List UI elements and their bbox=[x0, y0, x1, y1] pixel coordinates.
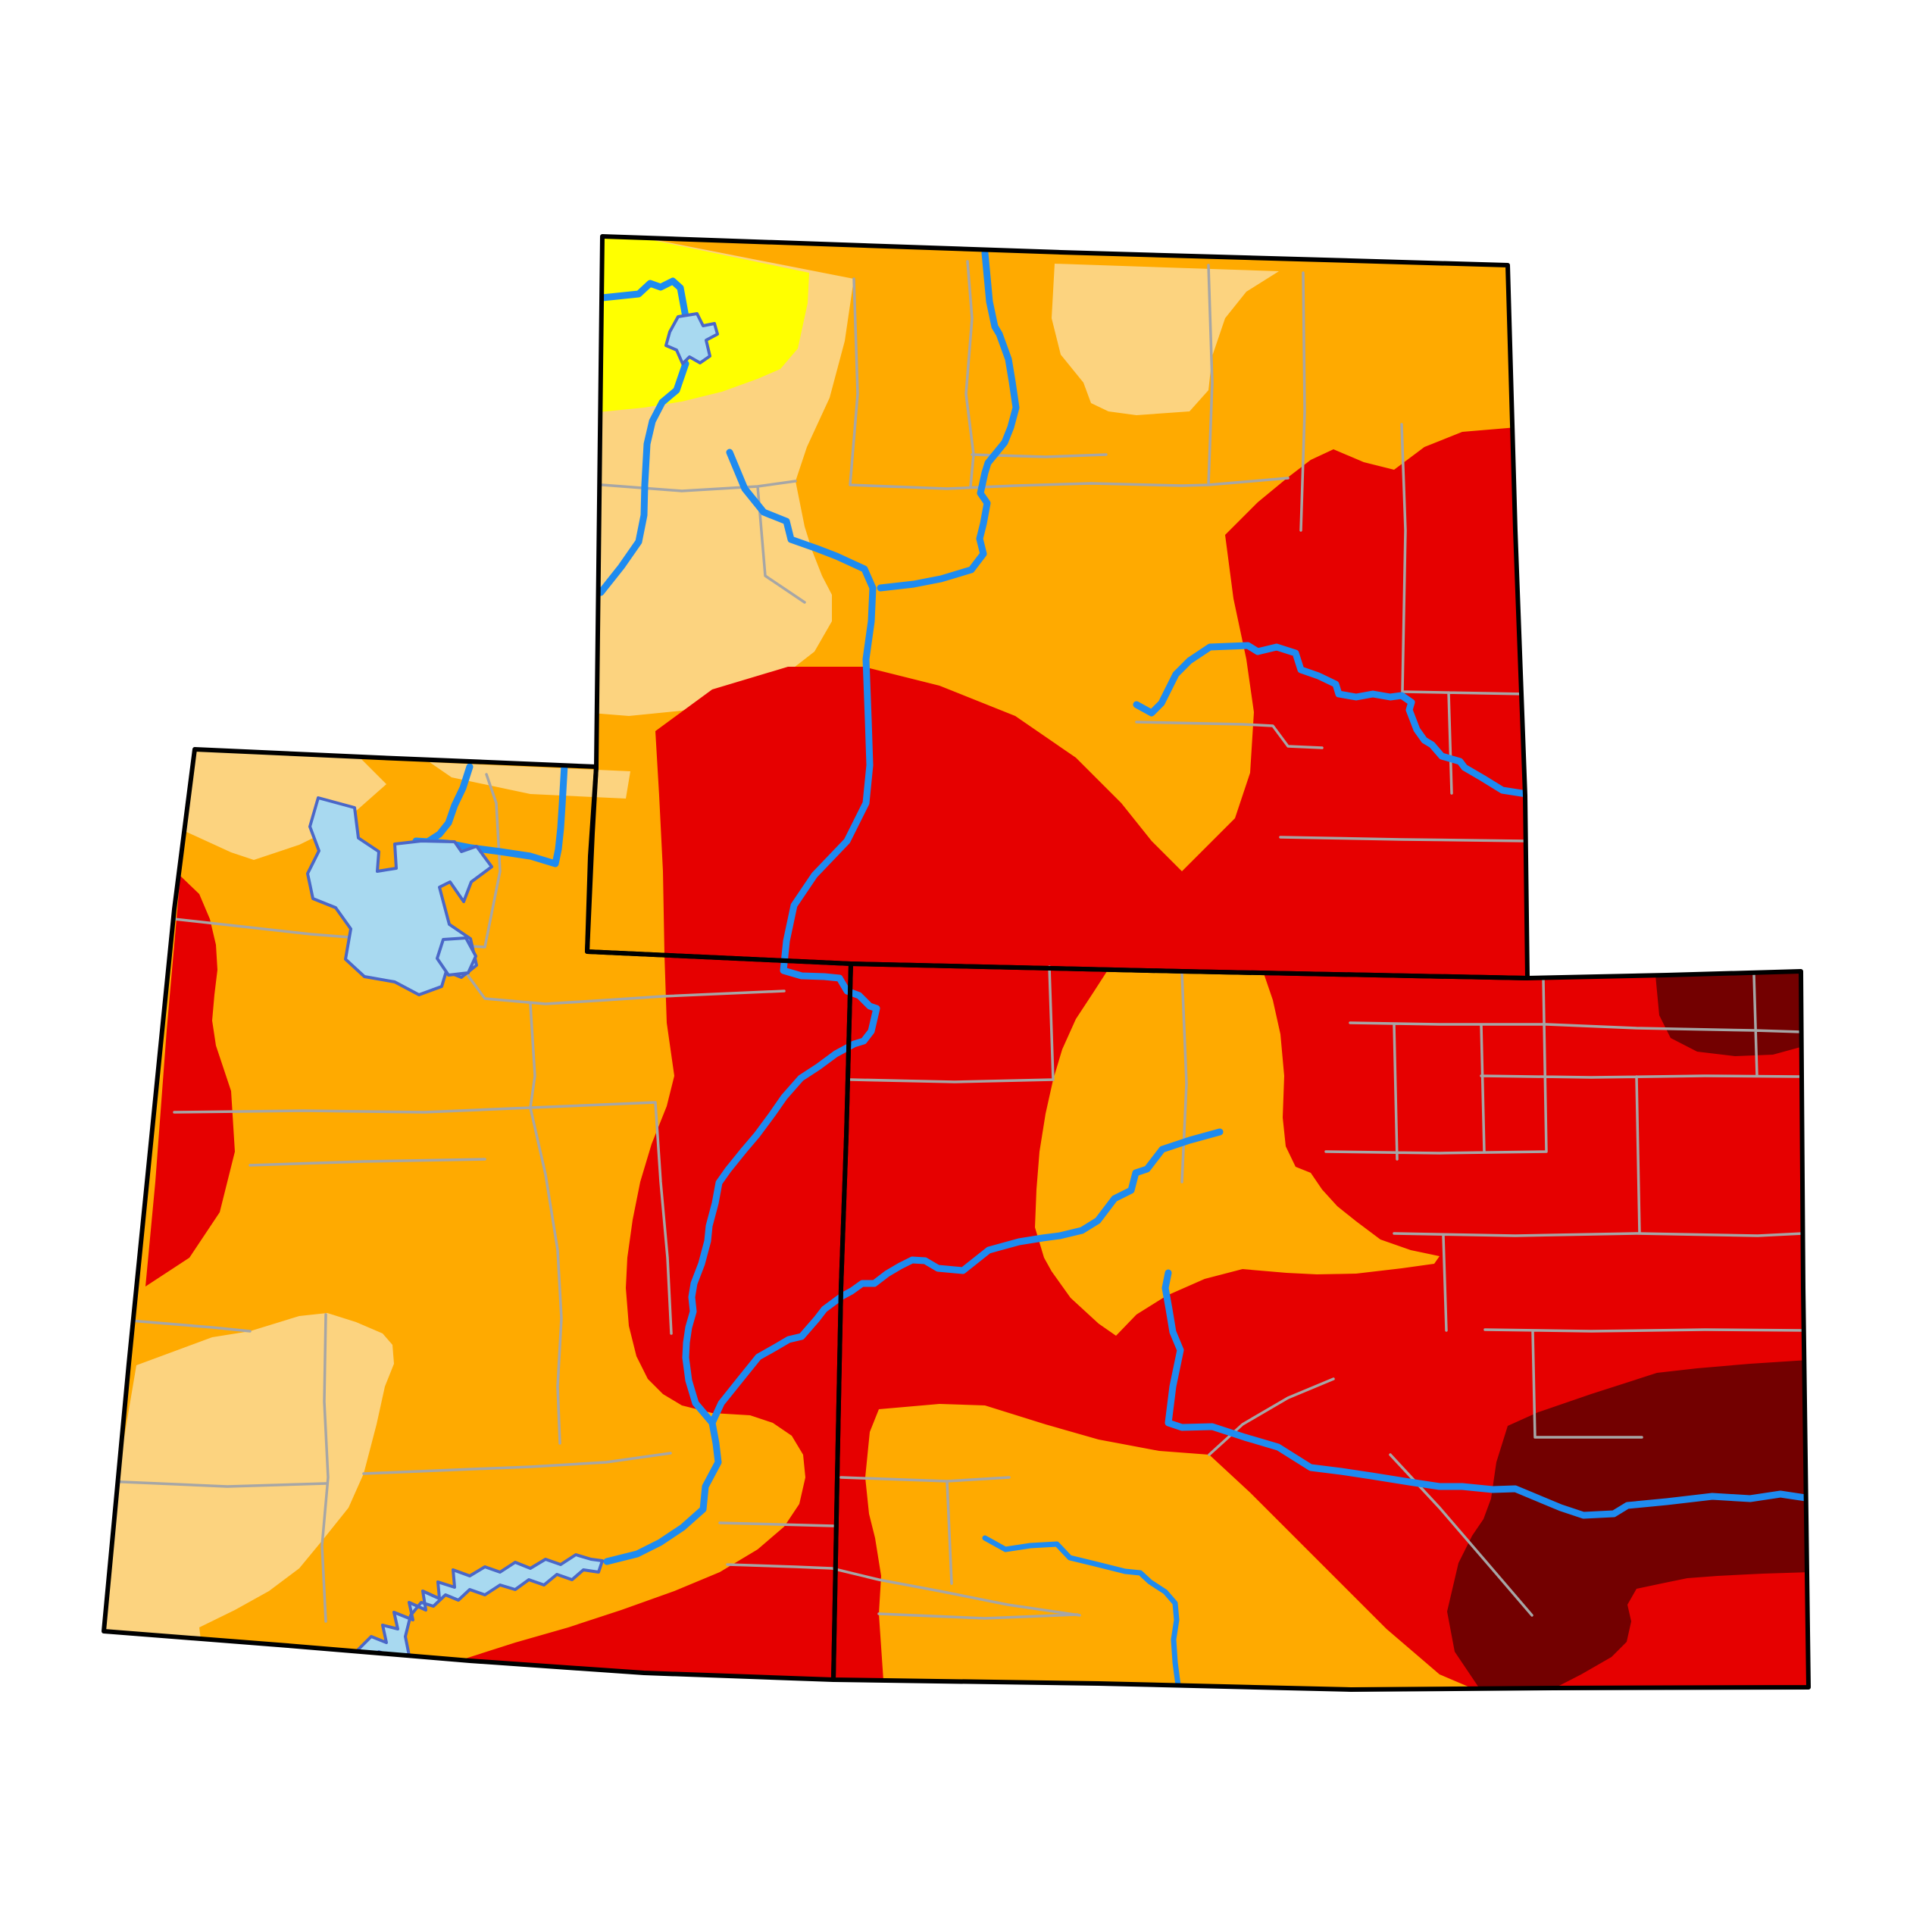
region-ut-d1-northwest bbox=[178, 742, 386, 860]
region-ut-d1-notch bbox=[430, 762, 630, 799]
region-ut-d3-west-edge bbox=[145, 876, 235, 1286]
region-co-d4-northeast bbox=[1655, 967, 1806, 1056]
river-arkansas bbox=[1161, 1269, 1809, 1519]
river-wind-bighorn bbox=[877, 249, 1020, 592]
region-ut-d1-south bbox=[104, 1313, 394, 1646]
county-lines-colorado bbox=[839, 965, 1806, 1620]
county-lines-wyoming bbox=[601, 260, 1527, 843]
river-colorado bbox=[603, 1128, 1224, 1565]
river-north-platte bbox=[1133, 642, 1530, 798]
lake-powell bbox=[355, 1553, 604, 1665]
state-border-colorado bbox=[831, 961, 1811, 1692]
lake-utah bbox=[436, 936, 477, 977]
river-green bbox=[682, 449, 880, 1427]
lake-jackson bbox=[664, 312, 719, 365]
river-rio-grande bbox=[982, 1535, 1182, 1690]
region-wy-d1-north-central bbox=[1052, 264, 1279, 415]
river-snake bbox=[597, 277, 689, 596]
region-co-d4-southeast bbox=[1447, 1360, 1809, 1689]
region-co-d2-central bbox=[1035, 969, 1440, 1336]
region-co-d2-south bbox=[865, 1404, 1477, 1690]
